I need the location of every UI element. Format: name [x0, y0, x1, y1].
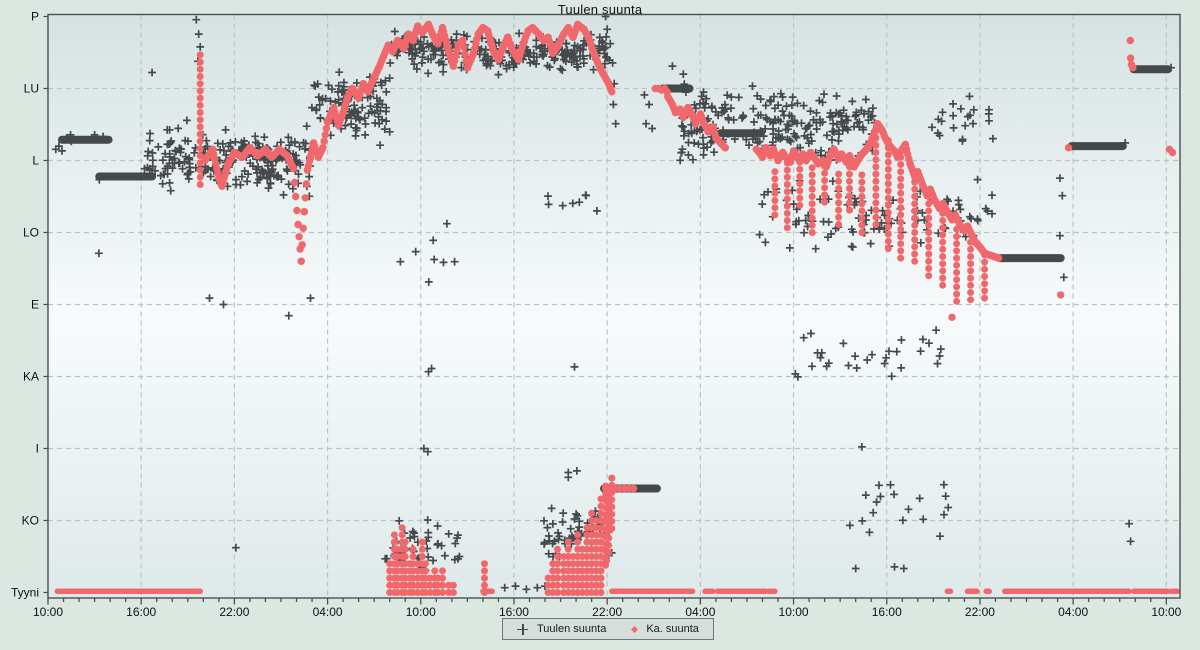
y-axis-label: KO [22, 514, 39, 528]
x-axis-label: 22:00 [965, 605, 995, 619]
x-axis-label: 10:00 [779, 605, 809, 619]
x-axis-label: 16:00 [126, 605, 156, 619]
diamond-marker-icon [631, 625, 639, 633]
x-axis-label: 04:00 [1058, 605, 1088, 619]
legend-item-wind: Tuulen suunta [517, 623, 606, 635]
axis-ticks [43, 15, 1167, 605]
y-axis-label: I [36, 442, 39, 456]
y-axis-label: L [32, 154, 39, 168]
x-axis-label: 10:00 [406, 605, 436, 619]
x-axis-label: 10:00 [1151, 605, 1181, 619]
y-axis-label: E [31, 298, 39, 312]
x-axis-label: 10:00 [33, 605, 63, 619]
y-axis-label: Tyyni [11, 586, 39, 600]
gridlines [48, 14, 1180, 598]
x-axis-label: 16:00 [872, 605, 902, 619]
x-axis-label: 04:00 [313, 605, 343, 619]
x-axis-label: 22:00 [219, 605, 249, 619]
plot-frame [47, 13, 1181, 599]
x-axis-label: 04:00 [685, 605, 715, 619]
x-axis-label: 22:00 [592, 605, 622, 619]
plus-marker-icon [517, 623, 528, 635]
legend-label-wind: Tuulen suunta [537, 623, 607, 635]
y-axis-label: LO [23, 226, 39, 240]
y-axis-label: KA [23, 370, 39, 384]
x-axis-label: 16:00 [499, 605, 529, 619]
chart-legend: Tuulen suunta Ka. suunta [502, 618, 714, 640]
y-axis-label: P [31, 10, 39, 24]
y-axis-label: LU [24, 82, 39, 96]
legend-item-average: Ka. suunta [631, 623, 699, 635]
legend-label-average: Ka. suunta [646, 623, 699, 635]
average-direction-series [196, 20, 1177, 596]
chart-title: Tuulen suunta [557, 2, 643, 17]
